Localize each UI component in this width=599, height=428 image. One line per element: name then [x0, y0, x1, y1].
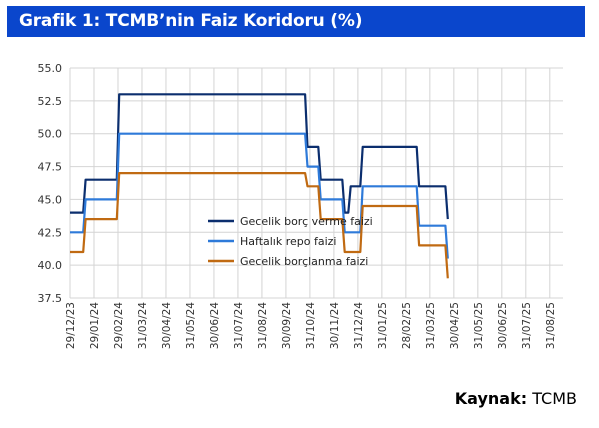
legend: Gecelik borç verme faizi Haftalık repo fa… [208, 215, 373, 268]
y-tick-label: 37.5 [38, 292, 63, 305]
x-tick-label: 30/06/25 [497, 302, 509, 349]
x-tick-label: 29/12/23 [65, 302, 77, 349]
x-tick-label: 31/08/24 [257, 302, 269, 349]
x-tick-label: 30/06/24 [209, 302, 221, 349]
series-line [70, 132, 449, 259]
x-axis-ticks: 29/12/23 29/01/24 29/02/24 31/03/24 30/04/24… [65, 302, 557, 349]
x-tick-label: 29/01/24 [89, 302, 101, 349]
y-tick-label: 40.0 [38, 259, 63, 272]
chart-title: Grafik 1: TCMB’nin Faiz Koridoru (%) [19, 11, 363, 31]
x-tick-label: 29/02/24 [113, 302, 125, 349]
grid [69, 67, 563, 299]
x-tick-label: 30/09/24 [281, 302, 293, 349]
chart-title-bar: Grafik 1: TCMB’nin Faiz Koridoru (%) [7, 6, 585, 37]
source-value: TCMB [532, 389, 577, 408]
x-tick-label: 31/07/24 [233, 302, 245, 349]
source-note: Kaynak: TCMB [455, 389, 577, 408]
legend-label: Haftalık repo faizi [240, 235, 336, 248]
y-tick-label: 47.5 [38, 161, 63, 174]
x-tick-label: 30/04/24 [161, 302, 173, 349]
legend-label: Gecelik borç verme faizi [240, 215, 373, 228]
y-tick-label: 52.5 [38, 95, 63, 108]
x-tick-label: 31/08/25 [545, 302, 557, 349]
y-tick-label: 42.5 [38, 226, 63, 239]
x-tick-label: 31/05/24 [185, 302, 197, 349]
y-axis-ticks: 55.0 52.5 50.0 47.5 45.0 42.5 40.0 37.5 [38, 62, 63, 305]
x-tick-label: 31/10/24 [305, 302, 317, 349]
x-tick-label: 30/04/25 [449, 302, 461, 349]
x-tick-label: 28/02/25 [401, 302, 413, 349]
x-tick-label: 30/11/24 [329, 302, 341, 349]
x-tick-label: 31/03/24 [137, 302, 149, 349]
y-tick-label: 55.0 [38, 62, 63, 75]
y-tick-label: 50.0 [38, 128, 63, 141]
x-tick-label: 31/12/24 [353, 302, 365, 349]
x-tick-label: 31/07/25 [521, 302, 533, 349]
x-tick-label: 31/01/25 [377, 302, 389, 349]
y-tick-label: 45.0 [38, 193, 63, 206]
legend-label: Gecelik borçlanma faizi [240, 255, 368, 268]
source-label: Kaynak: [454, 389, 528, 408]
series-line [70, 93, 449, 220]
series-line [70, 172, 449, 279]
x-tick-label: 31/05/25 [473, 302, 485, 349]
series-lines [70, 93, 449, 279]
x-tick-label: 31/03/25 [425, 302, 437, 349]
